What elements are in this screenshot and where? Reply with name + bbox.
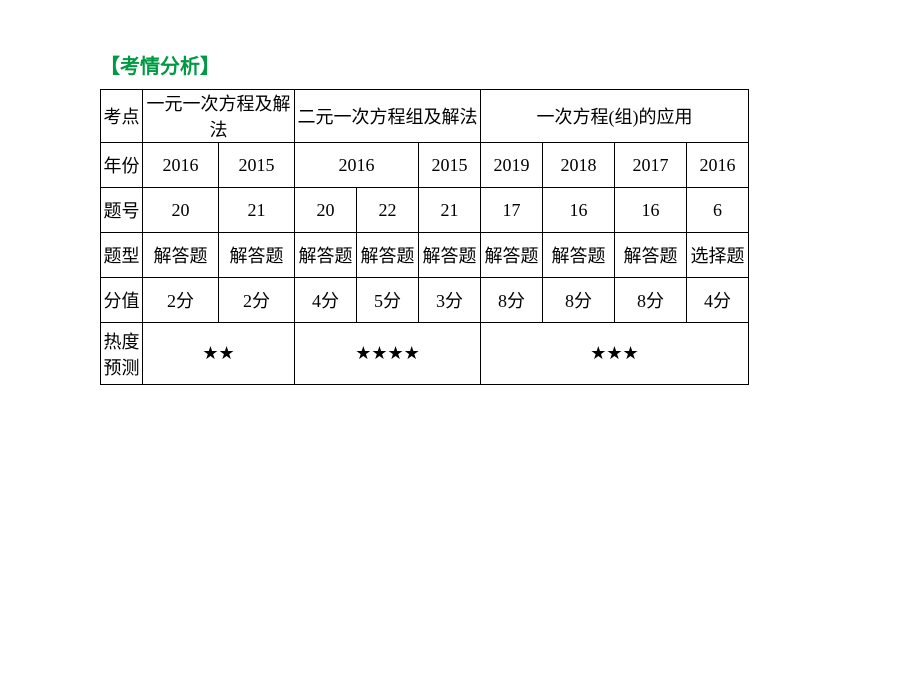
heat-cell: ★★★: [481, 323, 749, 385]
year-cell: 2016: [143, 143, 219, 188]
row-question-no: 题号 20 21 20 22 21 17 16 16 6: [101, 188, 749, 233]
score-cell: 8分: [543, 278, 615, 323]
year-cell: 2017: [615, 143, 687, 188]
qno-cell: 6: [687, 188, 749, 233]
year-cell: 2019: [481, 143, 543, 188]
qno-cell: 21: [219, 188, 295, 233]
row-label-qno: 题号: [101, 188, 143, 233]
year-cell: 2015: [219, 143, 295, 188]
score-cell: 2分: [143, 278, 219, 323]
row-label-score: 分值: [101, 278, 143, 323]
row-question-type: 题型 解答题 解答题 解答题 解答题 解答题 解答题 解答题 解答题 选择题: [101, 233, 749, 278]
row-label-topic: 考点: [101, 90, 143, 143]
heat-cell: ★★★★: [295, 323, 481, 385]
row-score: 分值 2分 2分 4分 5分 3分 8分 8分 8分 4分: [101, 278, 749, 323]
qtype-cell: 解答题: [357, 233, 419, 278]
qtype-cell: 解答题: [419, 233, 481, 278]
qtype-cell: 解答题: [543, 233, 615, 278]
qno-cell: 17: [481, 188, 543, 233]
qno-cell: 20: [295, 188, 357, 233]
score-cell: 4分: [687, 278, 749, 323]
score-cell: 2分: [219, 278, 295, 323]
row-label-qtype: 题型: [101, 233, 143, 278]
row-heat: 热度预测 ★★ ★★★★ ★★★: [101, 323, 749, 385]
qtype-cell: 解答题: [295, 233, 357, 278]
topic-2: 二元一次方程组及解法: [295, 90, 481, 143]
row-topic: 考点 一元一次方程及解法 二元一次方程组及解法 一次方程(组)的应用: [101, 90, 749, 143]
topic-1: 一元一次方程及解法: [143, 90, 295, 143]
page-title: 【考情分析】: [100, 50, 820, 79]
year-cell: 2016: [295, 143, 419, 188]
qtype-cell: 解答题: [615, 233, 687, 278]
score-cell: 5分: [357, 278, 419, 323]
year-cell: 2018: [543, 143, 615, 188]
row-label-heat: 热度预测: [101, 323, 143, 385]
score-cell: 8分: [481, 278, 543, 323]
score-cell: 8分: [615, 278, 687, 323]
qtype-cell: 解答题: [143, 233, 219, 278]
analysis-table: 考点 一元一次方程及解法 二元一次方程组及解法 一次方程(组)的应用 年份 20…: [100, 89, 749, 385]
qtype-cell: 解答题: [481, 233, 543, 278]
heat-cell: ★★: [143, 323, 295, 385]
qtype-cell: 解答题: [219, 233, 295, 278]
topic-3: 一次方程(组)的应用: [481, 90, 749, 143]
qno-cell: 20: [143, 188, 219, 233]
year-cell: 2015: [419, 143, 481, 188]
qno-cell: 16: [543, 188, 615, 233]
year-cell: 2016: [687, 143, 749, 188]
qno-cell: 16: [615, 188, 687, 233]
qno-cell: 22: [357, 188, 419, 233]
row-year: 年份 2016 2015 2016 2015 2019 2018 2017 20…: [101, 143, 749, 188]
qtype-cell: 选择题: [687, 233, 749, 278]
qno-cell: 21: [419, 188, 481, 233]
row-label-year: 年份: [101, 143, 143, 188]
score-cell: 4分: [295, 278, 357, 323]
score-cell: 3分: [419, 278, 481, 323]
